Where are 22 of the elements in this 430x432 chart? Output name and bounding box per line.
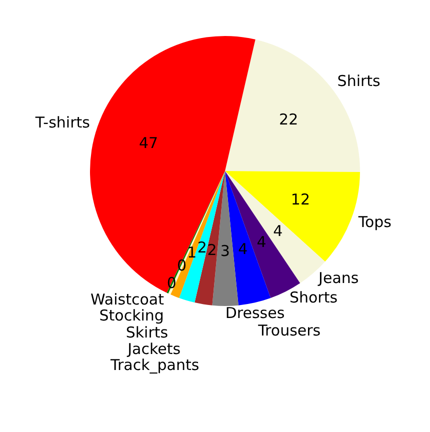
data-label: 0 (176, 256, 186, 275)
data-label: 2 (207, 240, 217, 259)
slice-label: Dresses (225, 304, 285, 322)
data-label: 2 (197, 238, 207, 257)
slice-label: Shirts (337, 72, 381, 90)
slice-label: Jackets (126, 340, 181, 358)
slice-label: Skirts (126, 324, 168, 342)
data-label: 4 (273, 222, 283, 240)
slice-label: Trousers (257, 321, 321, 340)
slice-label: T-shirts (34, 114, 90, 132)
slice-label: Shorts (289, 288, 338, 307)
data-label: 22 (279, 110, 298, 129)
data-label: 47 (139, 134, 158, 152)
data-label: 4 (256, 233, 266, 252)
data-label: 4 (238, 240, 248, 258)
data-label: 12 (290, 190, 310, 208)
slice-label: Tops (357, 212, 392, 231)
slice-label: Jeans (318, 269, 359, 288)
slice-label: Stocking (99, 306, 164, 324)
slice-label: Track_pants (110, 356, 200, 374)
slice-label: Waistcoat (90, 290, 164, 308)
data-label: 3 (220, 242, 230, 260)
